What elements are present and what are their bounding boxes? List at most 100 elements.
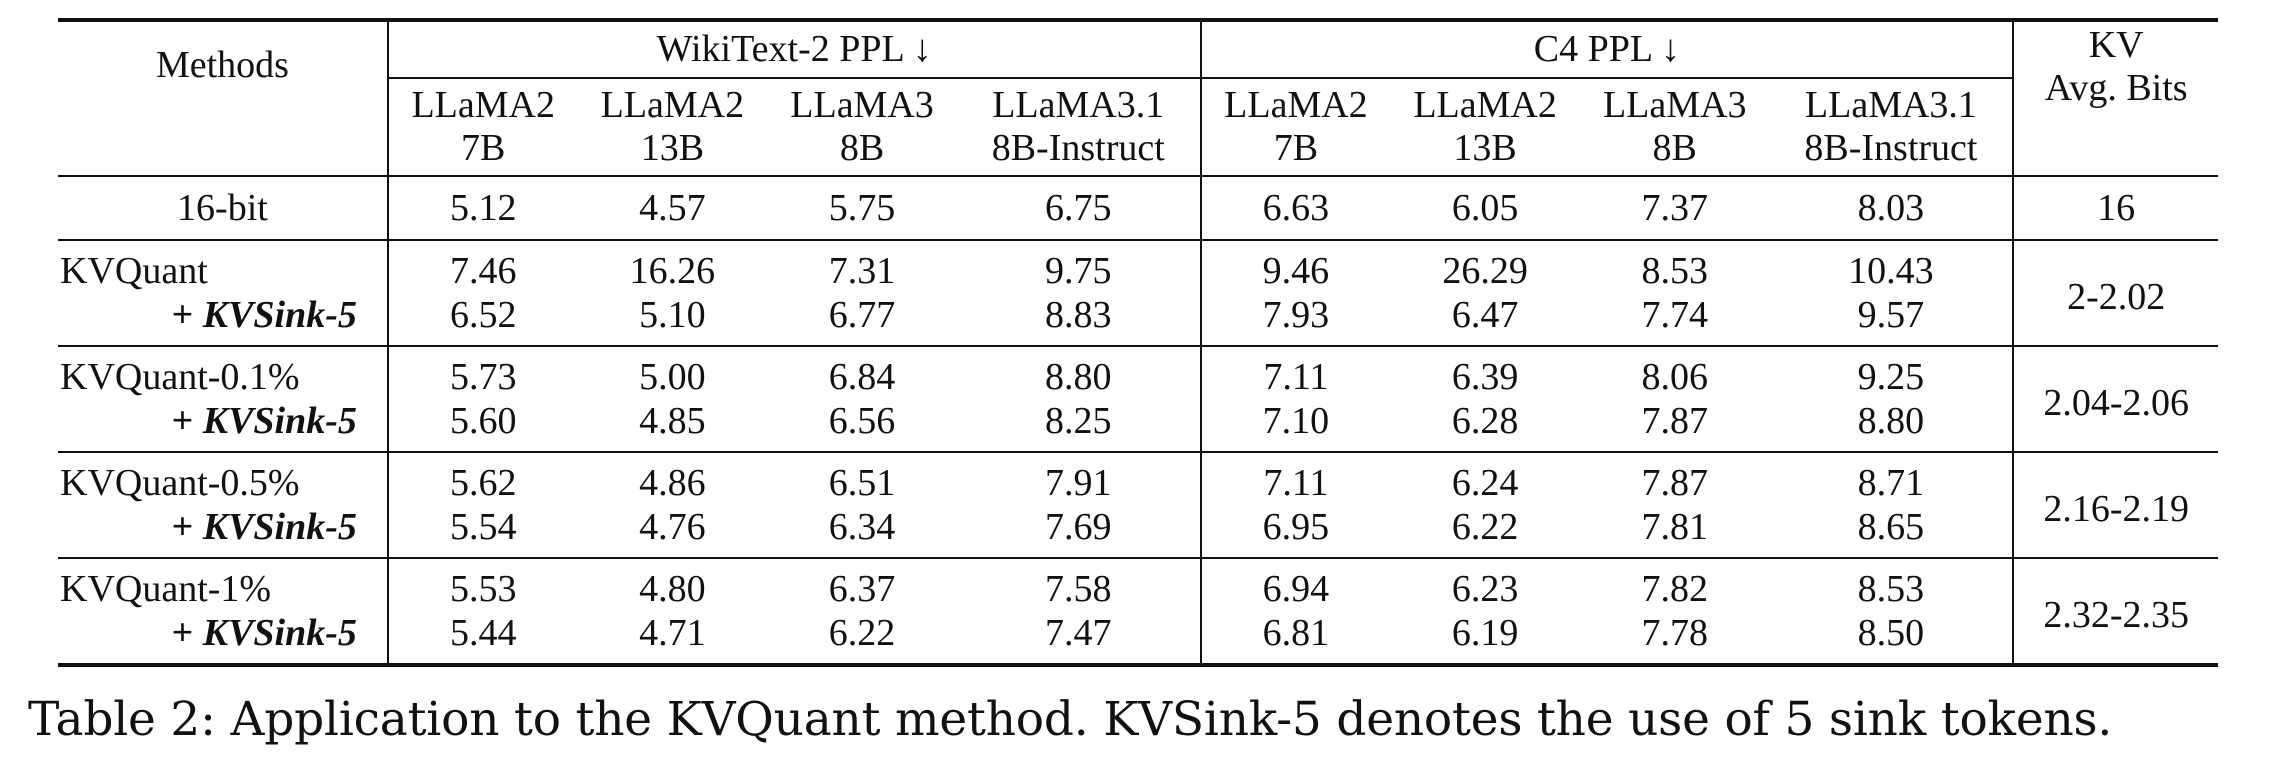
model-size: 7B (1273, 127, 1319, 169)
value-cell: 6.77 (767, 293, 957, 347)
value-cell: 4.85 (577, 399, 768, 453)
value-cell: 6.19 (1390, 611, 1580, 667)
method-cell: 16-bit (58, 176, 389, 241)
kv-bits-cell: 2-2.02 (2013, 240, 2218, 347)
table-caption: Table 2: Application to the KVQuant meth… (28, 692, 2113, 747)
methods-header-label: Methods (155, 44, 289, 86)
value-cell: 5.00 (639, 355, 706, 398)
value-cell: 5.10 (577, 293, 768, 347)
kv-bits-cell: 2.32-2.35 (2013, 558, 2218, 667)
value-cell: 5.54 (387, 505, 578, 559)
value-cell: 4.71 (577, 611, 768, 667)
value-cell: 9.75 (956, 240, 1202, 293)
value-cell: 6.23 (1451, 567, 1519, 610)
model-name: LLaMA3 (790, 84, 934, 126)
value-cell: 5.44 (387, 611, 578, 667)
kv-bits-header-line1: KV (2088, 24, 2144, 66)
model-size: 8B-Instruct (991, 127, 1165, 169)
model-size: 13B (1453, 127, 1517, 169)
c4-group-header: C4 PPL ↓ (1200, 18, 2015, 78)
value-cell: 8.03 (1769, 176, 2015, 241)
method-cell: KVQuant-0.5% (58, 452, 389, 505)
model-size: 13B (640, 127, 705, 169)
model-header: LLaMA3.1 8B-Instruct (956, 77, 1202, 177)
kvquant-row: KVQuant-1% 5.53 4.80 6.37 7.58 6.94 6.23… (58, 558, 2218, 667)
value-cell: 8.25 (956, 399, 1202, 453)
value-cell: 10.43 (1769, 240, 2015, 293)
value-cell: 7.87 (1641, 461, 1708, 504)
sink-method-label: KVSink-5 (202, 399, 357, 442)
model-header: LLaMA2 13B (1390, 77, 1580, 177)
value-cell: 8.71 (1769, 452, 2015, 505)
value-cell: 5.75 (767, 176, 957, 241)
value-cell: 16.26 (629, 249, 716, 292)
value-cell: 6.75 (956, 176, 1202, 241)
methods-header: Methods (58, 18, 389, 177)
kvsink-row: + KVSink-5 5.44 4.71 6.22 7.47 6.81 6.19… (58, 611, 2218, 667)
kvquant-row: KVQuant-0.5% 5.62 4.86 6.51 7.91 7.11 6.… (58, 452, 2218, 559)
value-cell: 9.25 (1769, 346, 2015, 399)
value-cell: 5.60 (387, 399, 578, 453)
wikitext-group-label: WikiText-2 PPL ↓ (656, 28, 932, 70)
value-cell: 9.57 (1769, 293, 2015, 347)
value-cell: 6.24 (1451, 461, 1519, 504)
value-cell: 8.53 (1641, 249, 1708, 292)
value-cell: 8.83 (956, 293, 1202, 347)
model-name: LLaMA2 (600, 84, 745, 126)
value-cell: 7.82 (1641, 567, 1708, 610)
model-header: LLaMA3 8B (767, 77, 957, 177)
value-cell: 6.22 (767, 611, 957, 667)
method-cell: KVQuant-1% (58, 558, 389, 611)
plus-sign: + (171, 505, 194, 548)
value-cell: 7.11 (1263, 355, 1329, 398)
method-cell-sink: + KVSink-5 (58, 399, 389, 453)
kvsink-row: + KVSink-5 5.60 4.85 6.56 8.25 7.10 6.28… (58, 399, 2218, 453)
kv-bits-header-line2: Avg. Bits (2044, 67, 2188, 109)
header-row-models: LLaMA2 7B LLaMA2 13B LLaMA3 8B LLaMA3.1 … (58, 77, 2218, 177)
value-cell: 7.10 (1200, 399, 1391, 453)
kvsink-row: + KVSink-5 5.54 4.76 6.34 7.69 6.95 6.22… (58, 505, 2218, 559)
value-cell: 6.81 (1200, 611, 1391, 667)
results-table-container: Methods WikiText-2 PPL ↓ C4 PPL ↓ KV Avg… (58, 18, 2218, 667)
plus-sign: + (171, 611, 194, 654)
value-cell: 6.47 (1390, 293, 1580, 347)
value-cell: 7.78 (1579, 611, 1770, 667)
value-cell: 6.52 (387, 293, 578, 347)
value-cell: 7.69 (956, 505, 1202, 559)
value-cell: 7.58 (956, 558, 1202, 611)
value-cell: 7.87 (1579, 399, 1770, 453)
model-name: LLaMA3.1 (992, 84, 1165, 126)
value-cell: 6.56 (767, 399, 957, 453)
model-header: LLaMA2 13B (577, 77, 768, 177)
header-row-groups: Methods WikiText-2 PPL ↓ C4 PPL ↓ KV Avg… (58, 18, 2218, 177)
value-cell: 6.22 (1390, 505, 1580, 559)
model-size: 8B (1652, 127, 1697, 169)
c4-group-label: C4 PPL ↓ (1533, 28, 1681, 70)
model-header: LLaMA3 8B (1579, 77, 1770, 177)
value-cell: 7.37 (1579, 176, 1770, 241)
kvquant-row: KVQuant-0.1% 5.73 5.00 6.84 8.80 7.11 6.… (58, 346, 2218, 453)
value-cell: 8.80 (956, 346, 1202, 399)
value-cell: 7.74 (1579, 293, 1770, 347)
sink-method-label: KVSink-5 (202, 505, 357, 548)
value-cell: 5.73 (449, 355, 517, 398)
value-cell: 7.91 (956, 452, 1202, 505)
value-cell: 5.53 (449, 567, 517, 610)
sink-method-label: KVSink-5 (202, 293, 357, 336)
model-name: LLaMA2 (1224, 84, 1368, 126)
value-cell: 5.12 (387, 176, 578, 241)
sink-method-label: KVSink-5 (202, 611, 357, 654)
kv-bits-cell: 16 (2013, 176, 2218, 241)
plus-sign: + (171, 399, 194, 442)
value-cell: 8.50 (1769, 611, 2015, 667)
value-cell: 4.57 (577, 176, 768, 241)
value-cell: 6.84 (828, 355, 896, 398)
value-cell: 8.06 (1641, 355, 1708, 398)
kv-bits-header: KV Avg. Bits (2013, 18, 2218, 177)
value-cell: 8.65 (1769, 505, 2015, 559)
value-cell: 7.31 (828, 249, 896, 292)
method-cell-sink: + KVSink-5 (58, 293, 389, 347)
value-cell: 9.46 (1262, 249, 1330, 292)
value-cell: 26.29 (1442, 249, 1528, 292)
value-cell: 7.46 (449, 249, 517, 292)
